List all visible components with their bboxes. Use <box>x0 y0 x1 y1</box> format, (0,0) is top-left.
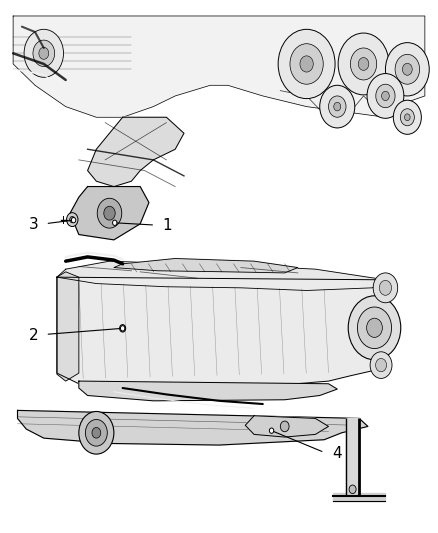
Circle shape <box>403 63 412 75</box>
Circle shape <box>376 84 395 108</box>
Circle shape <box>71 217 76 223</box>
Circle shape <box>393 100 421 134</box>
Circle shape <box>79 411 114 454</box>
Polygon shape <box>88 117 184 187</box>
Circle shape <box>349 485 356 494</box>
Text: 4: 4 <box>332 446 342 461</box>
Polygon shape <box>70 187 149 240</box>
Circle shape <box>92 427 101 438</box>
Circle shape <box>405 114 410 120</box>
Text: 2: 2 <box>29 328 39 343</box>
Circle shape <box>395 54 420 84</box>
Circle shape <box>97 198 122 228</box>
Polygon shape <box>57 277 385 388</box>
Circle shape <box>120 326 125 331</box>
Circle shape <box>381 91 389 101</box>
Circle shape <box>290 44 323 84</box>
Circle shape <box>350 48 377 80</box>
Circle shape <box>300 56 313 72</box>
Circle shape <box>338 33 389 95</box>
Circle shape <box>334 102 341 111</box>
Circle shape <box>39 47 49 59</box>
Circle shape <box>85 419 107 446</box>
Circle shape <box>320 85 355 128</box>
Polygon shape <box>245 416 328 437</box>
Polygon shape <box>13 16 425 117</box>
Polygon shape <box>57 261 385 290</box>
Circle shape <box>120 325 126 332</box>
Circle shape <box>104 206 115 220</box>
Circle shape <box>70 216 75 223</box>
Polygon shape <box>346 418 359 496</box>
Text: 3: 3 <box>29 217 39 232</box>
Circle shape <box>278 29 335 99</box>
Circle shape <box>373 273 398 303</box>
Circle shape <box>400 109 414 126</box>
Polygon shape <box>57 272 79 381</box>
Circle shape <box>367 74 404 118</box>
Circle shape <box>348 296 401 360</box>
Circle shape <box>328 96 346 117</box>
Circle shape <box>280 421 289 432</box>
Circle shape <box>113 220 117 225</box>
Circle shape <box>385 43 429 96</box>
Polygon shape <box>79 381 337 401</box>
Circle shape <box>67 213 78 227</box>
Circle shape <box>33 40 55 67</box>
Circle shape <box>358 58 369 70</box>
Polygon shape <box>333 493 385 501</box>
Circle shape <box>357 307 392 349</box>
Circle shape <box>379 280 392 295</box>
Circle shape <box>375 358 387 372</box>
Circle shape <box>269 428 274 433</box>
Polygon shape <box>114 259 298 273</box>
Circle shape <box>24 29 64 77</box>
Circle shape <box>367 318 382 337</box>
Polygon shape <box>18 410 368 445</box>
Text: 1: 1 <box>162 218 172 233</box>
Circle shape <box>370 352 392 378</box>
